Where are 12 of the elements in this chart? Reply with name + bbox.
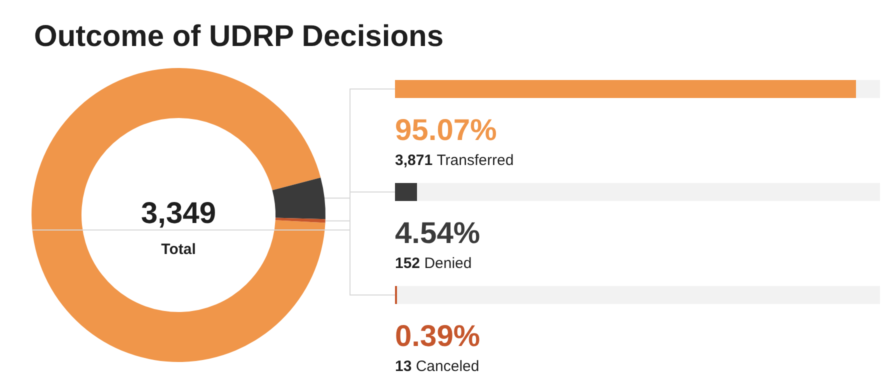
- slice-label: Canceled: [416, 358, 480, 375]
- slice-label: Transferred: [436, 152, 514, 169]
- chart-title: Outcome of UDRP Decisions: [34, 20, 444, 53]
- text: 3,871: [395, 152, 433, 169]
- text: 13: [395, 358, 412, 375]
- text: Total: [161, 241, 196, 258]
- data-label: 95.07%: [395, 114, 497, 147]
- text: 3,349: [140, 197, 216, 230]
- text: 152: [395, 255, 420, 272]
- data-label: 4.54%: [395, 217, 480, 250]
- data-label: 0.39%: [395, 320, 480, 353]
- slice-label: Denied: [424, 255, 472, 272]
